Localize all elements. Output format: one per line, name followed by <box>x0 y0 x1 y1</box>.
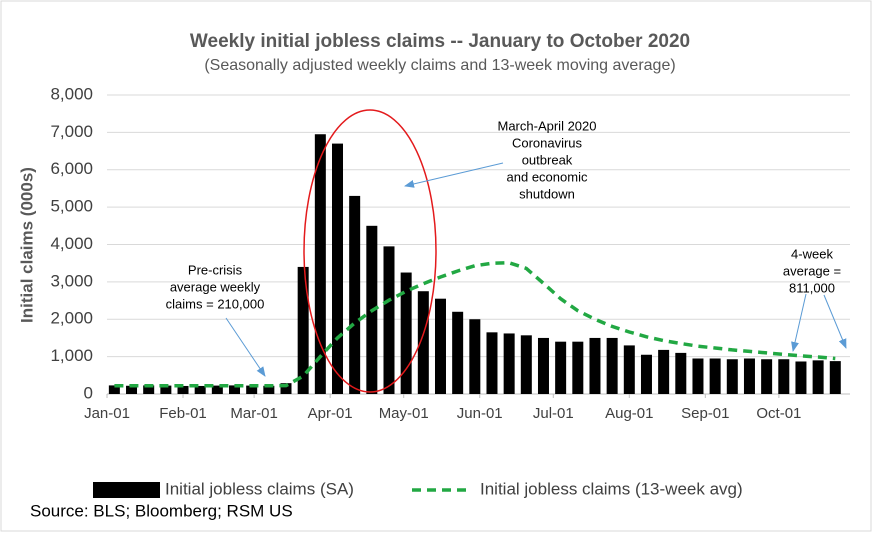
bar <box>417 291 429 394</box>
x-tick-label: Feb-01 <box>159 405 207 422</box>
annotation: March-April 2020 <box>498 118 597 133</box>
y-tick-label: 7,000 <box>50 122 93 141</box>
bar <box>246 385 258 394</box>
bar <box>332 143 344 394</box>
annotation: shutdown <box>519 186 575 201</box>
chart-title: Weekly initial jobless claims -- January… <box>190 31 690 52</box>
bar <box>606 337 618 394</box>
bar <box>349 195 361 394</box>
bar <box>623 345 635 394</box>
chart-subtitle: (Seasonally adjusted weekly claims and 1… <box>204 57 675 74</box>
bar <box>726 359 738 394</box>
moving-average-line <box>114 261 836 388</box>
y-tick-label: 2,000 <box>50 309 93 328</box>
bar <box>761 359 773 394</box>
annotation: Pre-crisis <box>188 262 243 277</box>
bar <box>555 341 567 394</box>
bar <box>108 385 120 394</box>
bar <box>160 385 172 394</box>
bar <box>486 332 498 394</box>
bar <box>743 358 755 394</box>
annotation-arrow <box>225 317 266 377</box>
bar <box>829 361 841 394</box>
annotation-arrow <box>791 293 807 352</box>
bar <box>434 298 446 394</box>
bar <box>194 385 206 394</box>
y-tick-label: 3,000 <box>50 271 93 290</box>
x-tick-label: Jul-01 <box>533 405 574 422</box>
highlight-ellipse <box>303 109 437 393</box>
bar <box>589 337 601 394</box>
annotation: 811,000 <box>789 280 835 295</box>
x-tick-label: Sep-01 <box>681 405 729 422</box>
y-tick-label: 0 <box>84 383 93 402</box>
x-tick-label: Oct-01 <box>756 405 801 422</box>
y-tick-label: 4,000 <box>50 234 93 253</box>
annotation: average weekly <box>170 279 261 294</box>
y-tick-label: 6,000 <box>50 159 93 178</box>
y-tick-label: 8,000 <box>50 84 93 103</box>
bar <box>572 341 584 394</box>
plot-area: 0 1,000 2,000 3,000 4,000 5,000 6,000 7,000 8,00… <box>50 84 850 422</box>
bar <box>675 352 687 394</box>
bar <box>452 311 464 394</box>
annotation: and economic <box>507 169 588 184</box>
bar <box>778 359 790 394</box>
annotation-layer <box>225 109 847 393</box>
y-tick-label: 5,000 <box>50 197 93 216</box>
bar <box>126 385 138 394</box>
x-tick-label: Aug-01 <box>605 405 653 422</box>
annotation: Coronavirus <box>512 135 583 150</box>
bar <box>469 319 481 394</box>
source: Source: BLS; Bloomberg; RSM US <box>30 501 293 520</box>
bar <box>314 134 326 394</box>
bar <box>143 385 155 394</box>
y-tick-label: 1,000 <box>50 346 93 365</box>
bar <box>503 333 515 394</box>
bar <box>211 385 223 394</box>
bar <box>280 383 292 394</box>
annotation-arrow <box>404 162 504 188</box>
bar <box>640 354 652 394</box>
annotation: average = <box>783 263 841 278</box>
bar <box>383 246 395 394</box>
y-axis-label: Initial claims (000s) <box>17 167 36 323</box>
x-tick-label: Mar-01 <box>230 405 278 422</box>
legend-swatch <box>93 482 160 498</box>
bar <box>812 360 824 394</box>
annotation-arrow <box>823 294 847 349</box>
legend-label: Initial jobless claims (SA) <box>165 479 354 498</box>
bar <box>229 385 241 394</box>
bar <box>795 361 807 394</box>
bar <box>520 335 532 394</box>
bar <box>692 358 704 394</box>
legend-label: Initial jobless claims (13-week avg) <box>480 479 743 498</box>
x-tick-label: Apr-01 <box>308 405 353 422</box>
annotation: 4-week <box>791 246 833 261</box>
annotation: outbreak <box>522 152 573 167</box>
x-tick-label: May-01 <box>379 405 429 422</box>
annotation: claims = 210,000 <box>166 296 265 311</box>
bar <box>263 385 275 394</box>
x-tick-label: Jun-01 <box>457 405 503 422</box>
bar <box>709 358 721 394</box>
bar <box>400 272 412 394</box>
bar <box>297 266 309 394</box>
bar <box>537 337 549 394</box>
x-tick-label: Jan-01 <box>84 405 130 422</box>
bar <box>658 349 670 394</box>
bar <box>177 385 189 394</box>
